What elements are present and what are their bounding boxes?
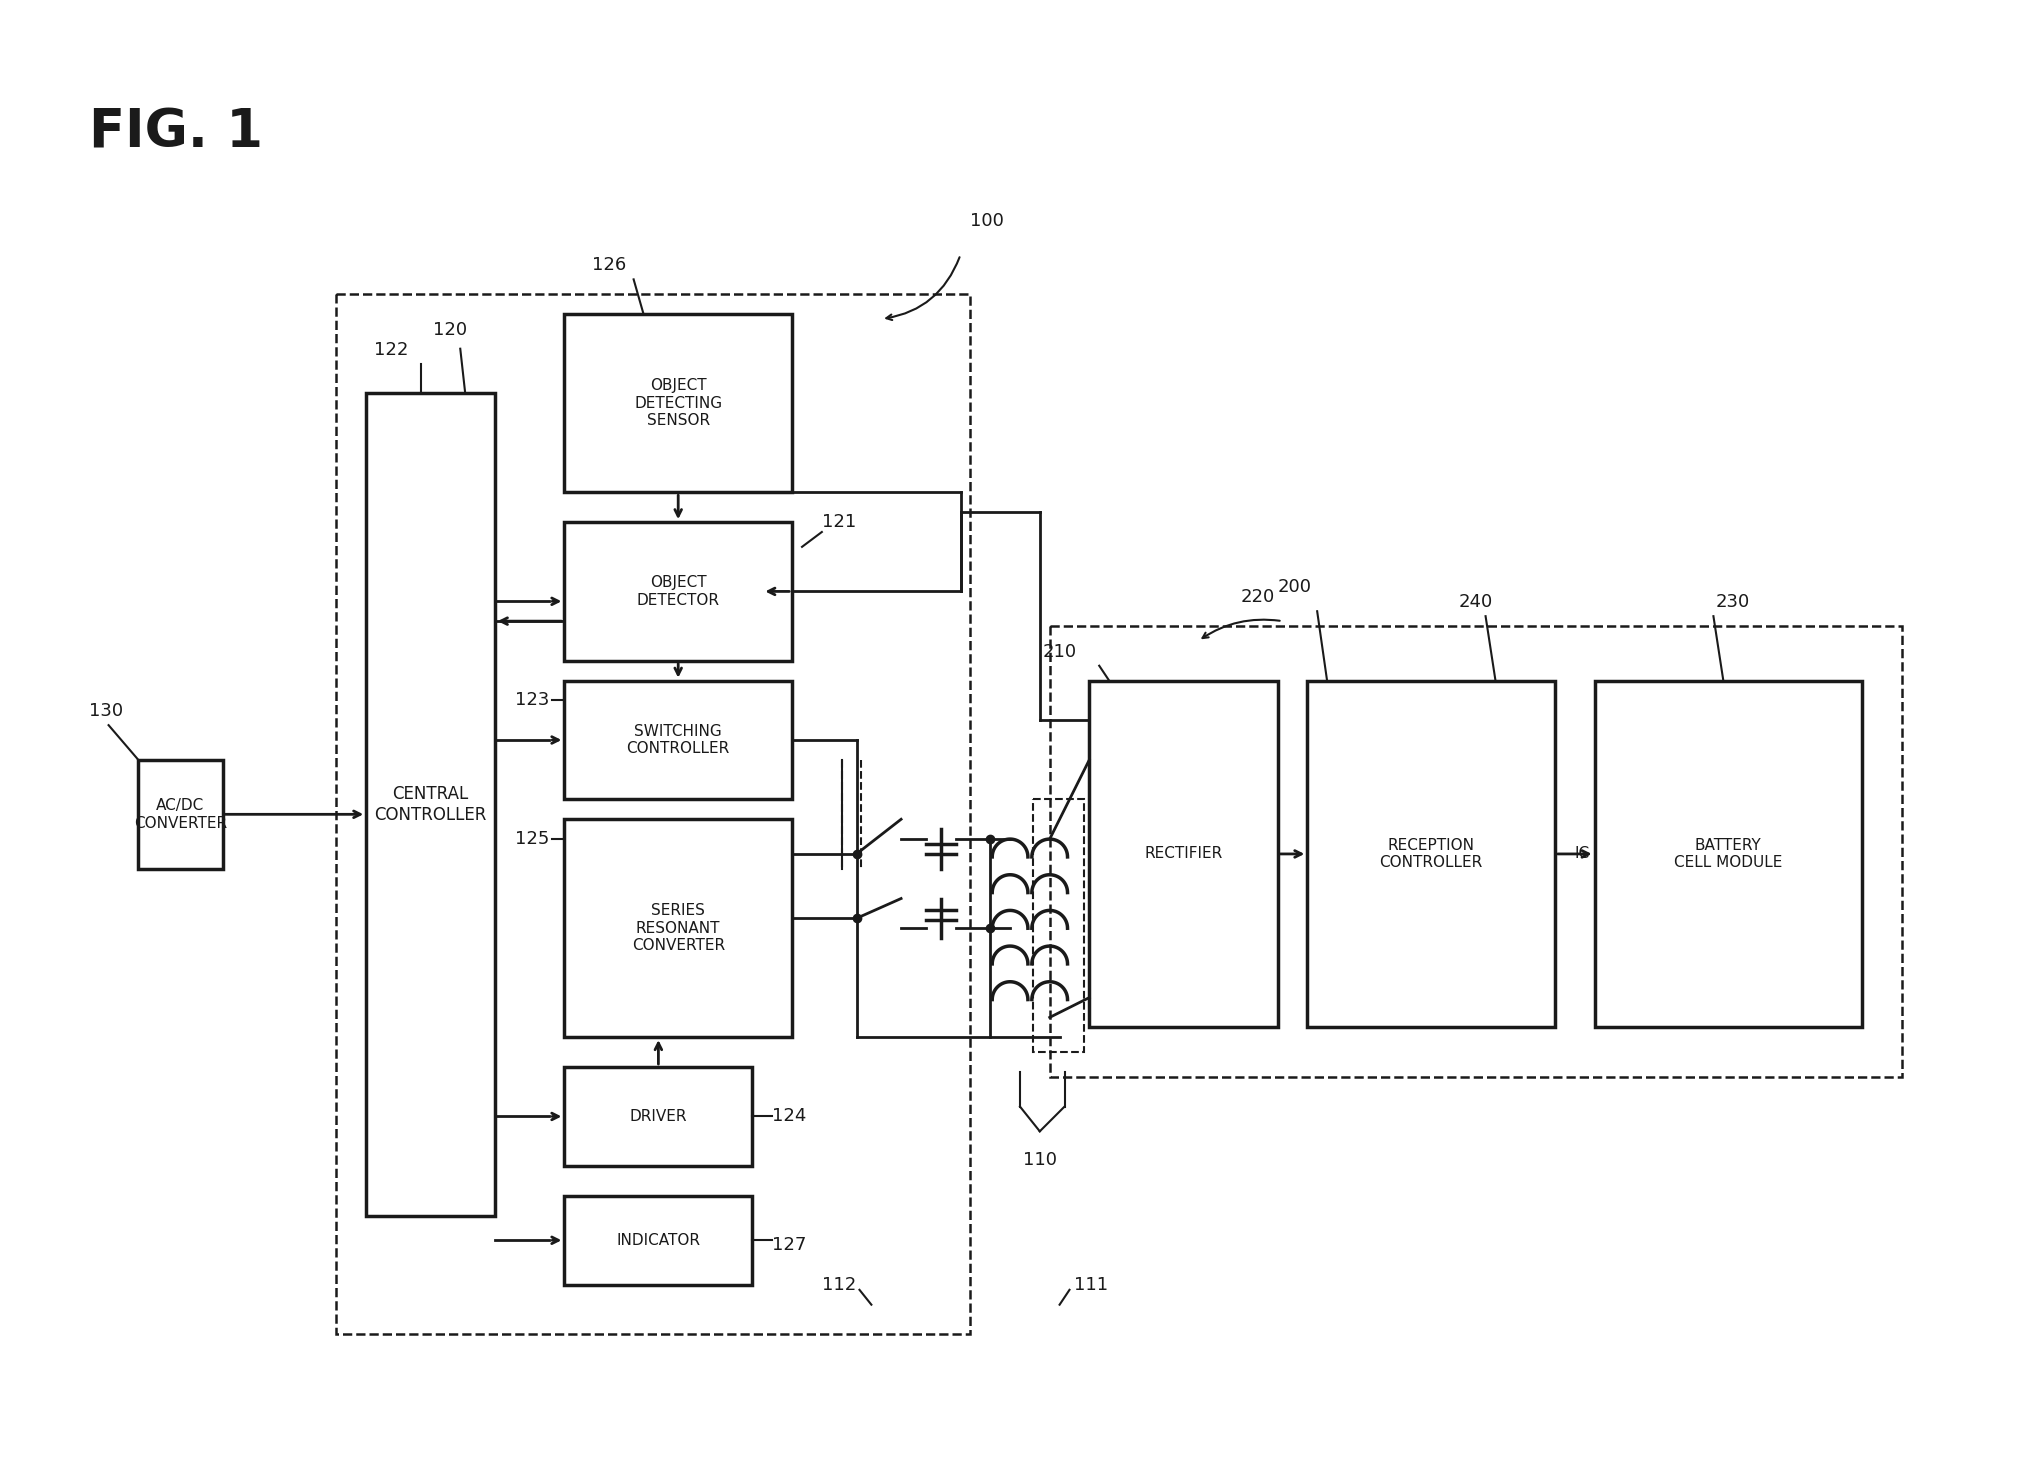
Bar (563, 315, 791, 493)
Text: 220: 220 (1241, 588, 1275, 607)
Bar (1033, 800, 1084, 1052)
Bar (563, 1196, 753, 1285)
Text: SERIES
RESONANT
CONVERTER: SERIES RESONANT CONVERTER (633, 904, 724, 953)
Bar (1595, 681, 1861, 1027)
Text: 127: 127 (773, 1236, 807, 1254)
Bar (563, 1067, 753, 1166)
Text: OBJECT
DETECTOR: OBJECT DETECTOR (637, 576, 720, 607)
Text: 100: 100 (970, 212, 1005, 230)
Text: 126: 126 (592, 257, 626, 275)
Bar (563, 681, 791, 800)
Text: SWITCHING
CONTROLLER: SWITCHING CONTROLLER (626, 724, 730, 757)
Text: 210: 210 (1043, 643, 1076, 660)
Bar (1090, 681, 1277, 1027)
Text: INDICATOR: INDICATOR (616, 1233, 700, 1248)
Text: 121: 121 (822, 513, 856, 531)
Bar (138, 760, 222, 868)
Text: BATTERY
CELL MODULE: BATTERY CELL MODULE (1674, 838, 1782, 870)
Text: OBJECT
DETECTING
SENSOR: OBJECT DETECTING SENSOR (635, 378, 722, 427)
Text: 112: 112 (822, 1276, 856, 1294)
Text: RECTIFIER: RECTIFIER (1145, 846, 1222, 861)
Text: 124: 124 (773, 1107, 807, 1125)
Bar (563, 522, 791, 660)
Text: 120: 120 (433, 321, 468, 338)
Text: 130: 130 (89, 702, 122, 720)
Bar (336, 294, 970, 1334)
Text: AC/DC
CONVERTER: AC/DC CONVERTER (134, 798, 228, 831)
Text: 123: 123 (515, 692, 549, 709)
Text: CENTRAL
CONTROLLER: CENTRAL CONTROLLER (374, 785, 486, 824)
Text: 200: 200 (1277, 579, 1312, 597)
Bar (1050, 626, 1902, 1077)
Bar (563, 819, 791, 1037)
Text: 111: 111 (1074, 1276, 1109, 1294)
Text: 230: 230 (1717, 594, 1751, 611)
Text: 240: 240 (1458, 594, 1493, 611)
Bar (366, 393, 494, 1215)
Text: DRIVER: DRIVER (631, 1109, 687, 1123)
Text: IC: IC (1574, 846, 1591, 861)
Text: FIG. 1: FIG. 1 (89, 105, 262, 157)
Text: 122: 122 (374, 341, 409, 359)
Text: RECEPTION
CONTROLLER: RECEPTION CONTROLLER (1379, 838, 1483, 870)
Text: 125: 125 (515, 830, 549, 847)
Text: 110: 110 (1023, 1152, 1058, 1169)
Bar (1308, 681, 1554, 1027)
